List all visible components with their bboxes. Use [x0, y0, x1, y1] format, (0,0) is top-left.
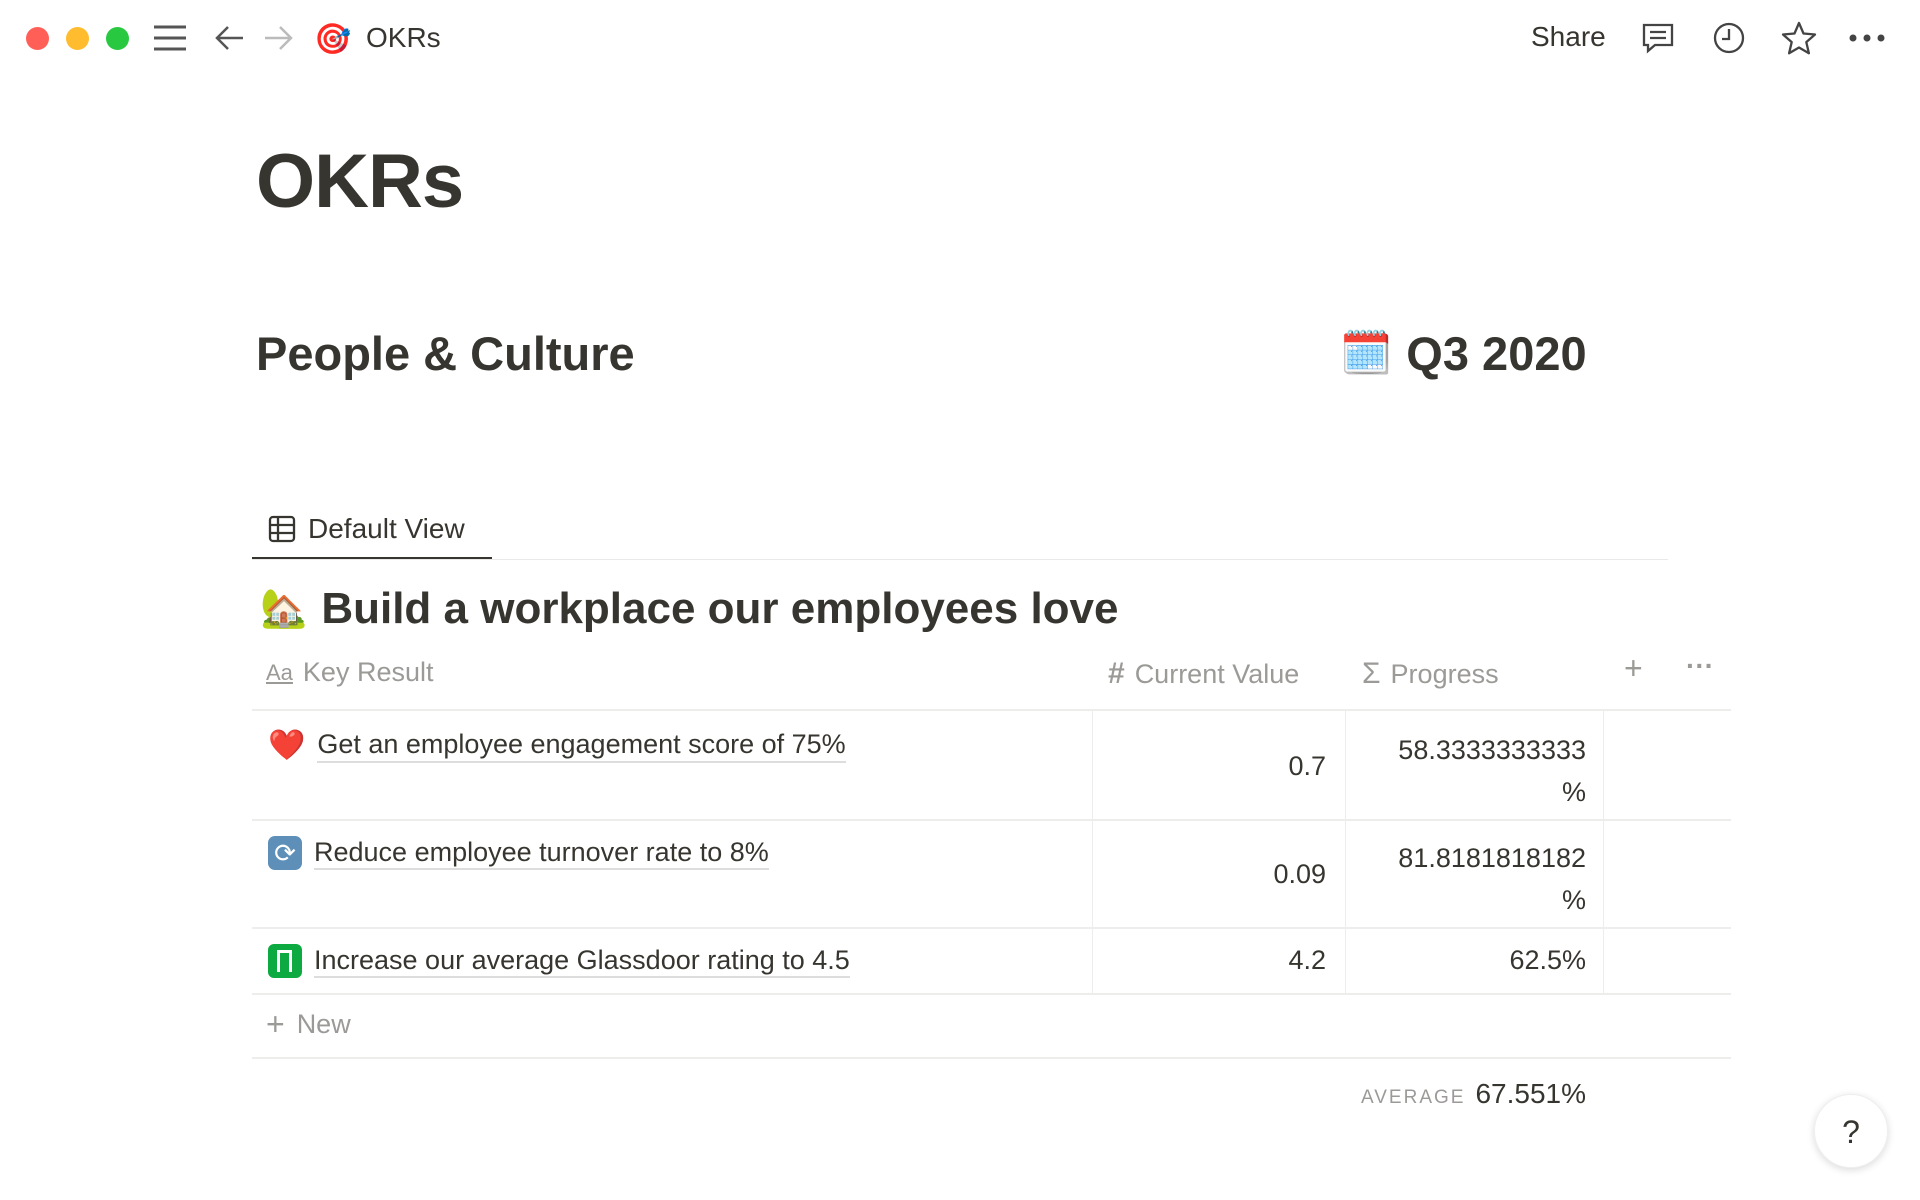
current-value-cell[interactable]: 0.09	[1273, 859, 1326, 889]
current-value-cell[interactable]: 4.2	[1288, 945, 1326, 975]
current-value-cell[interactable]: 0.7	[1288, 751, 1326, 781]
refresh-icon: ⟳	[268, 836, 302, 871]
forward-arrow-icon[interactable]	[258, 18, 298, 58]
key-result-link[interactable]: Increase our average Glassdoor rating to…	[314, 944, 850, 979]
heart-icon: ❤️	[268, 729, 306, 762]
progress-cell: 81.8181818182 %	[1398, 837, 1586, 921]
star-icon[interactable]	[1779, 18, 1819, 58]
more-options-icon[interactable]	[1847, 18, 1887, 58]
average-label: AVERAGE	[1360, 1087, 1466, 1108]
help-button[interactable]: ?	[1814, 1094, 1888, 1168]
number-property-icon: #	[1108, 657, 1125, 690]
divider	[1345, 711, 1346, 994]
tab-default-view[interactable]: Default View	[252, 500, 492, 560]
table-row[interactable]: ❤️ Get an employee engagement score of 7…	[268, 728, 846, 763]
add-property-icon[interactable]: +	[1624, 650, 1643, 686]
divider	[252, 559, 1668, 560]
sidebar-menu-icon[interactable]	[150, 18, 190, 58]
key-result-link[interactable]: Reduce employee turnover rate to 8%	[314, 836, 769, 871]
column-label: Current Value	[1134, 658, 1300, 689]
table-row[interactable]: Increase our average Glassdoor rating to…	[268, 944, 850, 979]
divider	[1092, 711, 1093, 994]
clock-history-icon[interactable]	[1709, 18, 1749, 58]
divider	[252, 1057, 1731, 1059]
new-row-button[interactable]: + New	[266, 1006, 351, 1042]
divider	[252, 709, 1731, 711]
more-columns-icon[interactable]: ···	[1686, 650, 1714, 681]
quarter-text: Q3 2020	[1406, 327, 1587, 380]
group-title: Build a workplace our employees love	[321, 584, 1119, 633]
column-header-progress[interactable]: Σ Progress	[1362, 657, 1499, 691]
formula-property-icon: Σ	[1362, 657, 1381, 690]
progress-cell: 62.5%	[1509, 945, 1586, 976]
progress-unit: %	[1561, 885, 1586, 915]
new-label: New	[296, 1009, 351, 1039]
page-title[interactable]: OKRs	[256, 139, 464, 224]
divider	[252, 927, 1731, 929]
column-header-key-result[interactable]: Aa Key Result	[266, 657, 433, 688]
minimize-window-button[interactable]	[66, 27, 89, 50]
divider	[252, 993, 1731, 995]
progress-unit: %	[1561, 777, 1586, 807]
progress-value: 58.3333333333	[1398, 735, 1586, 765]
plus-icon: +	[266, 1006, 285, 1042]
comment-icon[interactable]	[1638, 18, 1678, 58]
average-value: 67.551%	[1475, 1078, 1586, 1109]
close-window-button[interactable]	[26, 27, 49, 50]
table-icon	[268, 515, 296, 542]
progress-value: 81.8181818182	[1398, 843, 1586, 873]
table-row[interactable]: ⟳ Reduce employee turnover rate to 8%	[268, 836, 769, 871]
key-result-link[interactable]: Get an employee engagement score of 75%	[317, 728, 846, 763]
column-label: Key Result	[302, 657, 434, 687]
average-calculation[interactable]: AVERAGE 67.551%	[1361, 1078, 1586, 1110]
progress-value: 62.5%	[1509, 945, 1586, 975]
tab-label: Default View	[308, 512, 465, 544]
target-icon: 🎯	[314, 23, 352, 56]
team-heading: People & Culture	[256, 327, 635, 380]
group-heading[interactable]: 🏡 Build a workplace our employees love	[260, 584, 1118, 634]
share-button[interactable]: Share	[1531, 21, 1606, 52]
quarter-heading: 🗓️ Q3 2020	[1340, 326, 1587, 381]
divider	[1603, 711, 1604, 994]
progress-cell: 58.3333333333 %	[1398, 729, 1586, 813]
divider	[252, 819, 1731, 821]
text-property-icon: Aa	[266, 659, 293, 685]
calendar-icon: 🗓️	[1340, 329, 1393, 376]
maximize-window-button[interactable]	[106, 27, 129, 50]
glassdoor-icon	[268, 944, 302, 979]
column-label: Progress	[1390, 658, 1499, 689]
column-header-current-value[interactable]: # Current Value	[1108, 657, 1299, 691]
house-with-tree-icon: 🏡	[260, 588, 308, 630]
back-arrow-icon[interactable]	[210, 18, 250, 58]
breadcrumb-title[interactable]: OKRs	[366, 22, 441, 53]
